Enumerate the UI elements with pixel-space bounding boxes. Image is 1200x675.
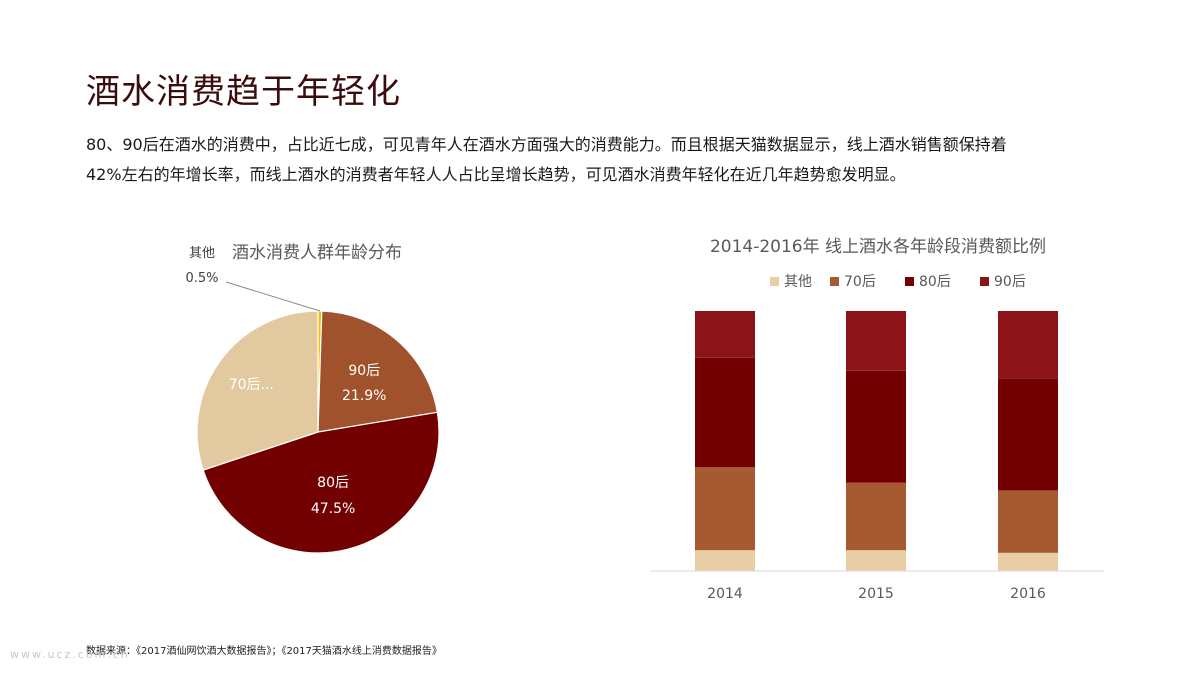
- bar-2014-0: [695, 550, 755, 571]
- pie-title: 酒水消费人群年龄分布: [232, 243, 402, 263]
- legend-swatch-3: [980, 277, 989, 286]
- bar-2016-1: [998, 490, 1058, 553]
- pie-value-80s: 47.5%: [311, 501, 355, 517]
- bar-2015-3: [846, 311, 906, 371]
- bar-2014-2: [695, 357, 755, 467]
- description-line-1: 80、90后在酒水的消费中，占比近七成，可见青年人在酒水方面强大的消费能力。而且…: [86, 135, 1007, 154]
- legend-label-2: 80后: [919, 274, 951, 290]
- pie-slice-90后: [317, 310, 439, 433]
- legend-label-3: 90后: [994, 274, 1026, 290]
- pie-label-90s: 90后: [348, 363, 380, 379]
- page-title: 酒水消费趋于年轻化: [86, 72, 401, 112]
- legend-label-1: 70后: [844, 274, 876, 290]
- legend-swatch-1: [830, 277, 839, 286]
- pie-label-other: 其他: [189, 246, 215, 261]
- pie-value-90s: 21.9%: [342, 388, 386, 404]
- pie-leader-line: [225, 281, 321, 312]
- watermark: www.ucz.com.cn: [10, 648, 130, 661]
- bar-chart-title: 2014-2016年 线上酒水各年龄段消费额比例: [710, 237, 1046, 257]
- x-tick-2014: 2014: [707, 586, 743, 602]
- description: 80、90后在酒水的消费中，占比近七成，可见青年人在酒水方面强大的消费能力。而且…: [86, 130, 1116, 190]
- bar-2016-0: [998, 552, 1058, 571]
- pie-label-80s: 80后: [317, 475, 349, 491]
- x-tick-2016: 2016: [1010, 586, 1046, 602]
- legend-swatch-0: [770, 277, 779, 286]
- bar-2015-1: [846, 482, 906, 551]
- legend-swatch-2: [905, 277, 914, 286]
- bar-2014-1: [695, 467, 755, 551]
- bar-2015-2: [846, 370, 906, 483]
- description-line-2: 42%左右的年增长率，而线上酒水的消费者年轻人人占比呈增长趋势，可见酒水消费年轻…: [86, 165, 906, 184]
- bar-2015-0: [846, 550, 906, 571]
- data-source-note: 数据来源：《2017酒仙网饮酒大数据报告》；《2017天猫酒水线上消费数据报告》: [86, 646, 442, 657]
- pie-slice-80后: [202, 411, 440, 554]
- bar-2016-2: [998, 378, 1058, 491]
- age-distribution-pie-chart: 酒水消费人群年龄分布 90后 21.9% 80后 47.5% 70后... 其他 0.5%: [185, 243, 440, 554]
- legend-label-0: 其他: [784, 274, 812, 290]
- bar-2014-3: [695, 311, 755, 358]
- pie-slice-70后: [196, 310, 319, 471]
- x-tick-2015: 2015: [858, 586, 894, 602]
- pie-value-other: 0.5%: [185, 271, 218, 286]
- pie-label-70s: 70后...: [229, 377, 274, 393]
- bar-2016-3: [998, 311, 1058, 379]
